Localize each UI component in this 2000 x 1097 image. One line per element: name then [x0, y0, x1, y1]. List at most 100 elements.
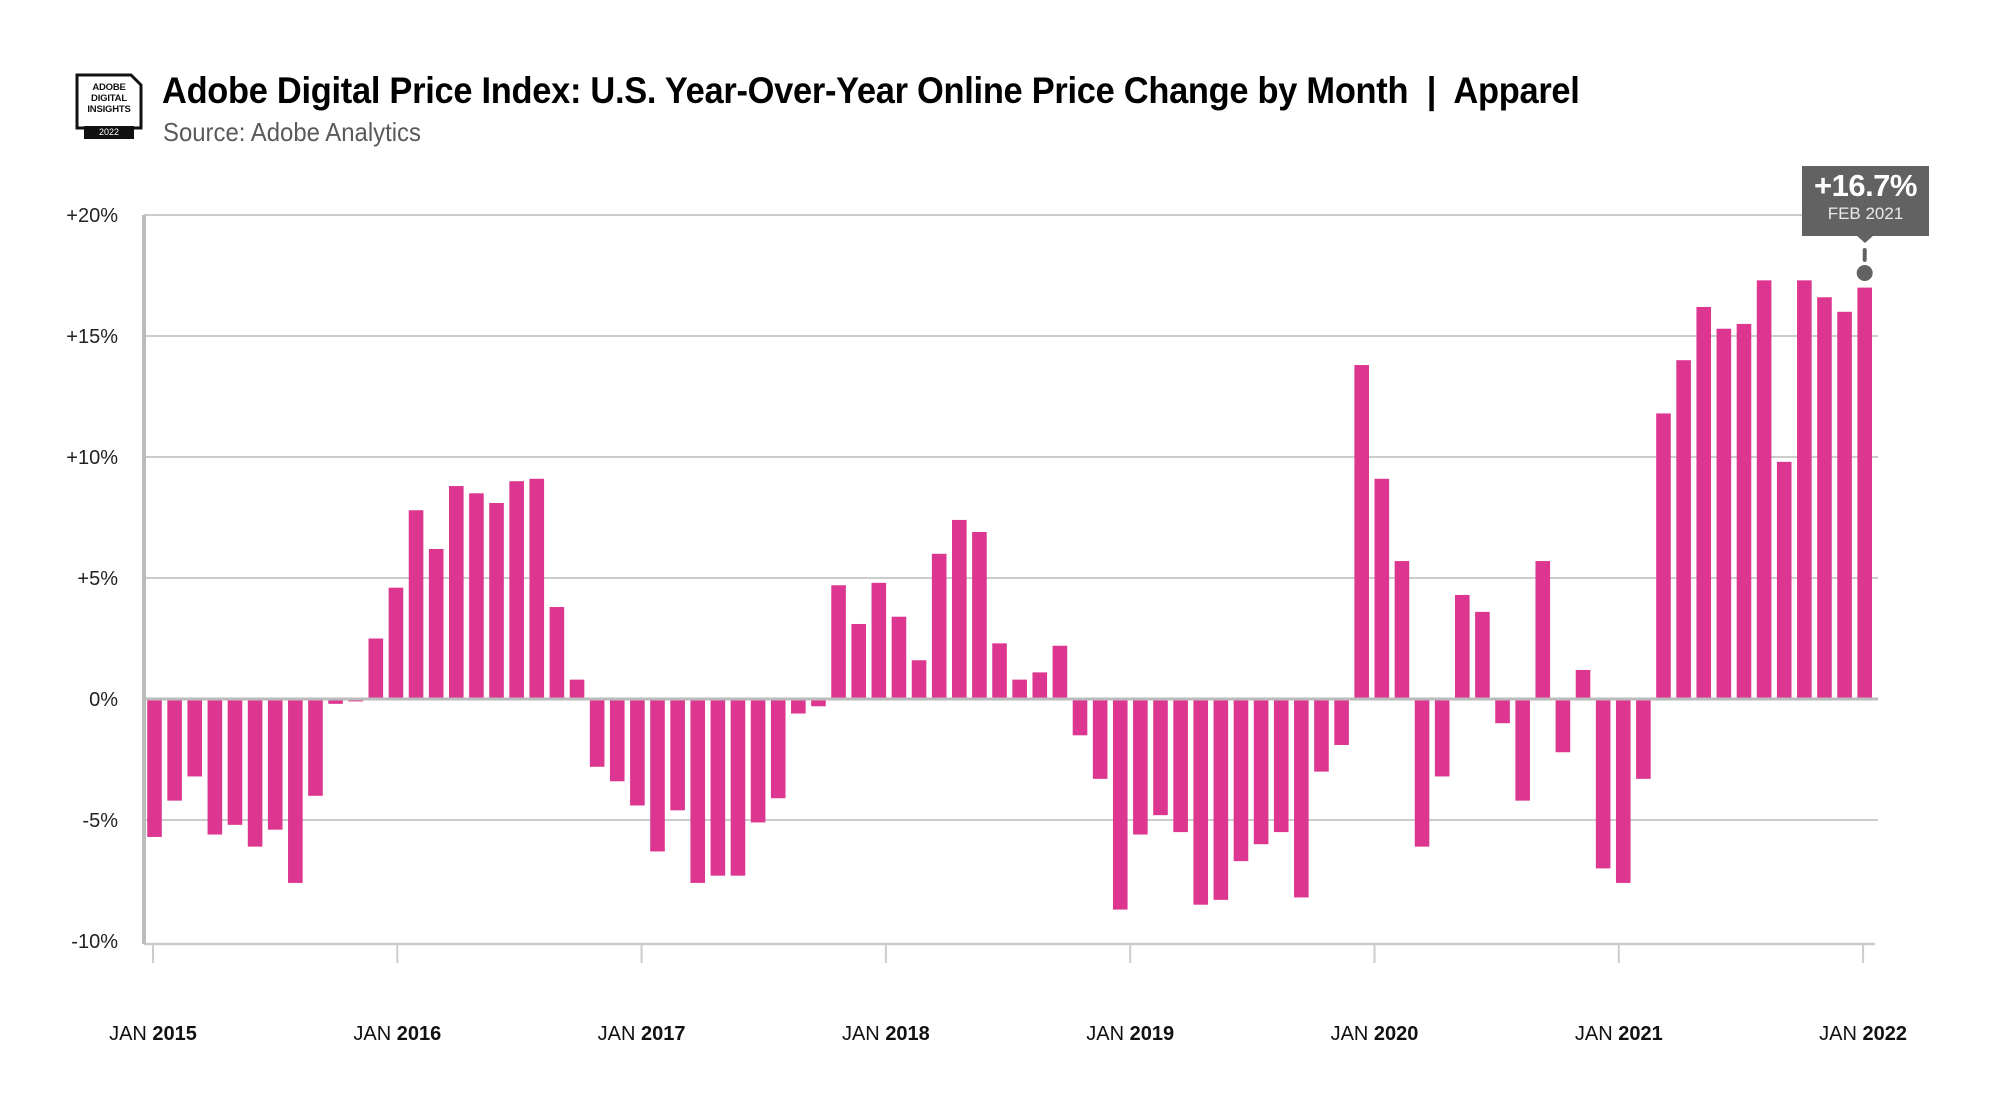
bar-2015-10 [328, 699, 343, 704]
bar-2017-05 [710, 699, 726, 876]
bar-2017-10 [811, 699, 826, 707]
bar-2018-11 [1072, 699, 1088, 736]
bar-2019-03 [1153, 699, 1168, 816]
x-tick-month: JAN [598, 1023, 641, 1045]
y-tick-label: +20% [66, 205, 118, 227]
bar-2018-08 [1012, 679, 1027, 699]
bar-2018-12 [1092, 699, 1108, 779]
bar-2015-12 [368, 638, 384, 699]
bar-2016-04 [449, 486, 464, 699]
bar-2017-09 [791, 699, 806, 714]
bar-2018-01 [871, 582, 887, 699]
bar-2017-08 [770, 699, 786, 799]
bar-2019-10 [1294, 699, 1309, 898]
bar-2016-02 [408, 510, 424, 699]
bar-2021-08 [1736, 323, 1752, 699]
bar-2021-03 [1636, 699, 1651, 779]
bar-2016-12 [609, 699, 625, 782]
bar-2015-04 [207, 699, 223, 835]
bar-2020-09 [1515, 699, 1530, 801]
bar-2016-10 [569, 679, 585, 699]
bar-2021-01 [1595, 699, 1611, 869]
bar-2021-10 [1776, 461, 1792, 699]
bar-2015-08 [288, 699, 303, 883]
axes [142, 215, 1878, 946]
x-tick-year: 2016 [397, 1023, 442, 1045]
chart-title: Adobe Digital Price Index: U.S. Year-Ove… [162, 70, 1580, 111]
bar-2016-03 [428, 548, 444, 699]
logo-text: ADOBE DIGITAL INSIGHTS [75, 82, 143, 115]
bar-2021-09 [1756, 280, 1772, 699]
bar-2020-07 [1475, 611, 1490, 699]
bar-2018-03 [911, 660, 927, 699]
bar-2018-04 [931, 553, 947, 699]
bar-2020-05 [1434, 699, 1450, 777]
bar-2021-12 [1817, 297, 1832, 699]
bar-2021-11 [1797, 280, 1812, 699]
bar-2019-07 [1233, 699, 1249, 862]
bar-2015-07 [267, 699, 283, 830]
y-tick-label: +5% [77, 568, 118, 590]
x-tick-year: 2019 [1130, 1023, 1175, 1045]
bar-2016-08 [529, 478, 545, 699]
x-tick-label: JAN 2019 [1086, 1023, 1174, 1045]
bar-2017-04 [690, 699, 706, 883]
bar-2015-05 [227, 699, 243, 825]
chart-subtitle: Source: Adobe Analytics [163, 117, 421, 147]
bar-2016-06 [489, 502, 504, 699]
x-tick-month: JAN [109, 1023, 152, 1045]
y-axis-tick-labels: +20% +15% +10% +5% 0% -5% -10% [66, 205, 118, 953]
x-tick-year: 2018 [885, 1023, 930, 1045]
x-tick-month: JAN [1819, 1023, 1862, 1045]
bar-2021-06 [1696, 306, 1712, 699]
callout-marker [1856, 248, 1873, 281]
bar-2018-07 [992, 643, 1007, 699]
bar-2016-09 [549, 607, 565, 699]
bar-2016-11 [589, 699, 605, 767]
y-tick-label: -5% [82, 810, 118, 832]
bar-2020-01 [1354, 365, 1369, 699]
logo-line-1: ADOBE [92, 82, 126, 93]
callout-pointer-icon [1856, 235, 1874, 243]
y-tick-label: 0% [89, 689, 118, 711]
x-tick-year: 2022 [1863, 1023, 1908, 1045]
bar-2019-11 [1314, 699, 1329, 772]
bar-2017-11 [831, 585, 846, 699]
bar-2021-04 [1656, 413, 1671, 699]
bar-2016-07 [509, 481, 524, 699]
y-tick-label: +15% [66, 326, 118, 348]
bar-2020-04 [1414, 699, 1430, 847]
bar-2021-02 [1615, 699, 1631, 883]
bar-2019-12 [1334, 699, 1349, 745]
bar-2018-02 [891, 616, 907, 699]
bar-2018-09 [1032, 672, 1048, 699]
x-tick-label: JAN 2021 [1575, 1023, 1663, 1045]
x-tick-year: 2021 [1618, 1023, 1663, 1045]
x-tick-label: JAN 2018 [842, 1023, 930, 1045]
x-tick-label: JAN 2015 [109, 1023, 197, 1045]
x-tick-month: JAN [842, 1023, 885, 1045]
bar-2019-06 [1213, 699, 1229, 900]
bar-2017-03 [670, 699, 685, 811]
bar-2020-08 [1495, 699, 1510, 724]
bar-2019-09 [1273, 699, 1289, 833]
bar-2021-07 [1716, 328, 1732, 699]
x-tick-month: JAN [353, 1023, 396, 1045]
bar-2017-06 [730, 699, 746, 876]
x-tick-month: JAN [1086, 1023, 1129, 1045]
bar-2020-11 [1555, 699, 1571, 753]
callout-tooltip: +16.7% FEB 2021 [1802, 166, 1929, 236]
x-tick-month: JAN [1575, 1023, 1618, 1045]
x-axis-tick-labels: JAN 2015 JAN 2016 JAN 2017 JAN 2018 JAN 2019… [109, 945, 1907, 1045]
bar-2018-06 [972, 532, 987, 699]
callout-date: FEB 2021 [1827, 204, 1904, 223]
bar-2020-06 [1455, 594, 1470, 699]
bar-2018-10 [1052, 645, 1068, 699]
bar-2017-07 [750, 699, 766, 823]
bar-2017-01 [630, 699, 645, 806]
bar-2019-04 [1173, 699, 1188, 833]
x-tick-month: JAN [1331, 1023, 1374, 1045]
callout-value: +16.7% [1813, 168, 1918, 203]
bar-2020-10 [1535, 561, 1551, 699]
